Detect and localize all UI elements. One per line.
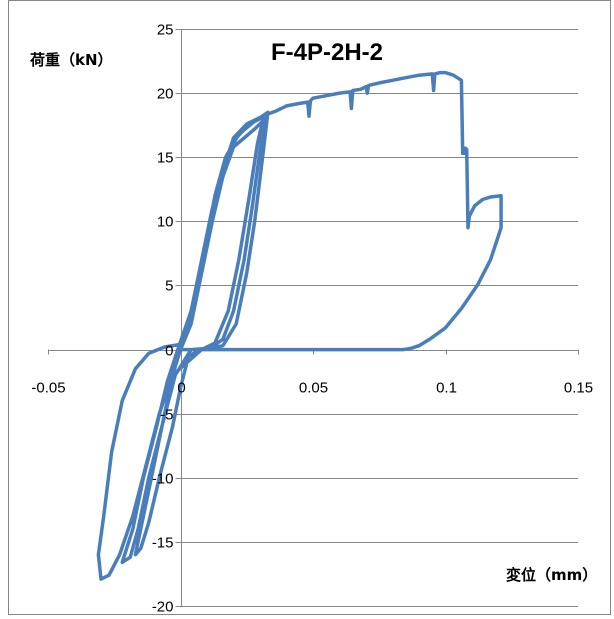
y-tick-label: 15 — [157, 150, 174, 167]
y-tick-label: -5 — [160, 407, 173, 424]
x-tick-label: -0.05 — [31, 380, 65, 397]
y-tick-label: 0 — [165, 343, 173, 360]
y-tick-label: -20 — [152, 599, 174, 616]
plot-area — [96, 70, 503, 581]
series-line — [96, 70, 503, 581]
x-tick-label: 0.05 — [299, 380, 328, 397]
chart-title: F-4P-2H-2 — [271, 39, 383, 66]
x-tick-label: 0.15 — [564, 380, 593, 397]
y-tick-label: 20 — [157, 86, 174, 103]
x-axis-title: 変位（mm） — [506, 566, 597, 584]
chart-frame — [8, 0, 611, 615]
y-axis-title: 荷重（kN） — [30, 51, 113, 69]
x-tick-label: 0.1 — [436, 380, 457, 397]
y-tick-label: -10 — [152, 471, 174, 488]
y-tick-label: 10 — [157, 214, 174, 231]
y-tick-label: 5 — [165, 278, 173, 295]
y-tick-label: 25 — [157, 22, 174, 39]
x-tick-label: 0 — [177, 380, 185, 397]
y-tick-label: -15 — [152, 535, 174, 552]
